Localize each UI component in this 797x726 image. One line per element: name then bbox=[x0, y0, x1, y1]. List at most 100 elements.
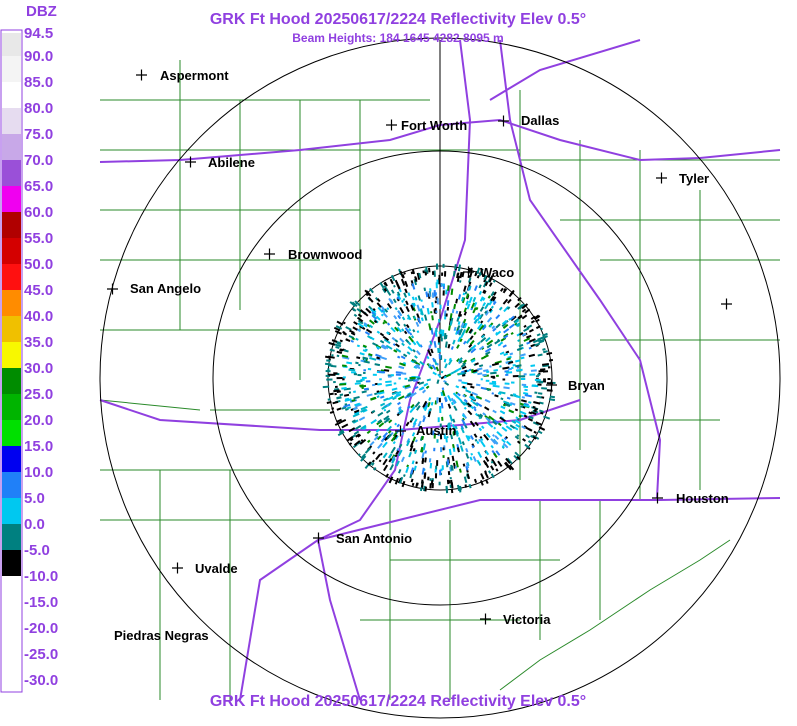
echo-pixel bbox=[523, 391, 529, 395]
echo-pixel bbox=[342, 330, 346, 334]
legend-label: 25.0 bbox=[24, 386, 53, 403]
echo-pixel bbox=[461, 374, 466, 377]
echo-pixel bbox=[421, 467, 425, 475]
echo-pixel bbox=[401, 299, 404, 303]
echo-pixel bbox=[484, 310, 488, 315]
echo-pixel bbox=[484, 281, 489, 287]
echo-pixel bbox=[525, 394, 532, 398]
echo-pixel bbox=[360, 408, 367, 413]
echo-pixel bbox=[452, 339, 456, 345]
echo-pixel bbox=[444, 341, 448, 348]
echo-pixel bbox=[538, 381, 543, 384]
echo-pixel bbox=[381, 344, 389, 350]
echo-pixel bbox=[422, 415, 426, 419]
echo-pixel bbox=[461, 329, 467, 336]
echo-pixel bbox=[419, 360, 425, 366]
city-label: Uvalde bbox=[195, 561, 238, 576]
echo-pixel bbox=[397, 355, 401, 359]
echo-pixel bbox=[484, 479, 489, 484]
echo-pixel bbox=[457, 325, 461, 330]
highway bbox=[99, 39, 781, 701]
echo-pixel bbox=[468, 483, 472, 489]
echo-pixel bbox=[436, 379, 440, 384]
echo-pixel bbox=[415, 439, 418, 443]
echo-pixel bbox=[457, 336, 462, 343]
echo-pixel bbox=[442, 447, 445, 451]
echo-pixel bbox=[430, 401, 434, 406]
echo-pixel bbox=[334, 330, 342, 335]
echo-pixel bbox=[404, 280, 409, 288]
echo-pixel bbox=[455, 460, 459, 468]
echo-pixel bbox=[449, 414, 454, 422]
echo-pixel bbox=[534, 342, 541, 347]
echo-pixel bbox=[420, 481, 424, 488]
echo-pixel bbox=[515, 359, 521, 363]
echo-pixel bbox=[443, 433, 447, 439]
echo-pixel bbox=[462, 385, 466, 389]
echo-pixel bbox=[348, 391, 352, 394]
echo-pixel bbox=[505, 457, 511, 464]
echo-pixel bbox=[514, 408, 519, 412]
echo-pixel bbox=[480, 378, 483, 381]
echo-pixel bbox=[448, 480, 451, 484]
echo-pixel bbox=[357, 319, 364, 325]
echo-pixel bbox=[349, 437, 354, 442]
echo-pixel bbox=[372, 307, 376, 311]
echo-pixel bbox=[353, 430, 360, 436]
echo-pixel bbox=[386, 290, 392, 296]
echo-pixel bbox=[476, 341, 481, 346]
legend-swatch bbox=[2, 498, 21, 524]
echo-pixel bbox=[527, 417, 533, 422]
city-markers bbox=[107, 69, 732, 625]
echo-pixel bbox=[365, 328, 373, 334]
echo-pixel bbox=[468, 281, 472, 285]
echo-pixel bbox=[414, 355, 418, 359]
echo-pixel bbox=[500, 287, 504, 292]
echo-pixel bbox=[414, 401, 421, 408]
echo-pixel bbox=[538, 409, 544, 413]
legend-label: 10.0 bbox=[24, 464, 53, 481]
echo-pixel bbox=[379, 356, 388, 361]
echo-pixel bbox=[398, 409, 404, 415]
echo-pixel bbox=[503, 437, 507, 441]
echo-pixel bbox=[383, 397, 389, 402]
echo-pixel bbox=[502, 344, 507, 348]
echo-pixel bbox=[377, 411, 384, 417]
echo-pixel bbox=[362, 356, 369, 360]
echo-pixel bbox=[386, 331, 390, 335]
echo-pixel bbox=[329, 348, 335, 352]
echo-pixel bbox=[520, 414, 524, 418]
echo-pixel bbox=[478, 272, 482, 277]
echo-pixel bbox=[450, 288, 454, 295]
echo-pixel bbox=[342, 321, 346, 325]
echo-pixel bbox=[411, 460, 415, 465]
echo-pixel bbox=[480, 320, 484, 324]
echo-pixel bbox=[543, 415, 551, 420]
echo-pixel bbox=[507, 360, 514, 365]
echo-pixel bbox=[516, 440, 521, 444]
city-label: Austin bbox=[416, 423, 457, 438]
echo-pixel bbox=[530, 315, 536, 320]
echo-pixel bbox=[341, 387, 347, 390]
echo-pixel bbox=[382, 321, 386, 325]
coastline bbox=[499, 539, 731, 691]
echo-pixel bbox=[388, 375, 392, 378]
echo-pixel bbox=[434, 330, 438, 337]
echo-pixel bbox=[406, 438, 411, 444]
echo-pixel bbox=[416, 272, 421, 280]
echo-pixel bbox=[490, 291, 495, 297]
echo-pixel bbox=[373, 435, 379, 441]
echo-pixel bbox=[405, 421, 410, 427]
echo-pixel bbox=[404, 384, 411, 388]
echo-pixel bbox=[464, 484, 468, 488]
echo-pixel bbox=[445, 373, 452, 378]
echo-pixel bbox=[376, 330, 381, 334]
echo-pixel bbox=[439, 406, 442, 414]
echo-pixel bbox=[450, 346, 454, 350]
echo-pixel bbox=[475, 401, 483, 408]
echo-pixel bbox=[413, 465, 417, 471]
echo-pixel bbox=[368, 324, 374, 329]
echo-pixel bbox=[530, 411, 537, 415]
echo-pixel bbox=[478, 364, 484, 368]
echo-pixel bbox=[415, 350, 421, 356]
